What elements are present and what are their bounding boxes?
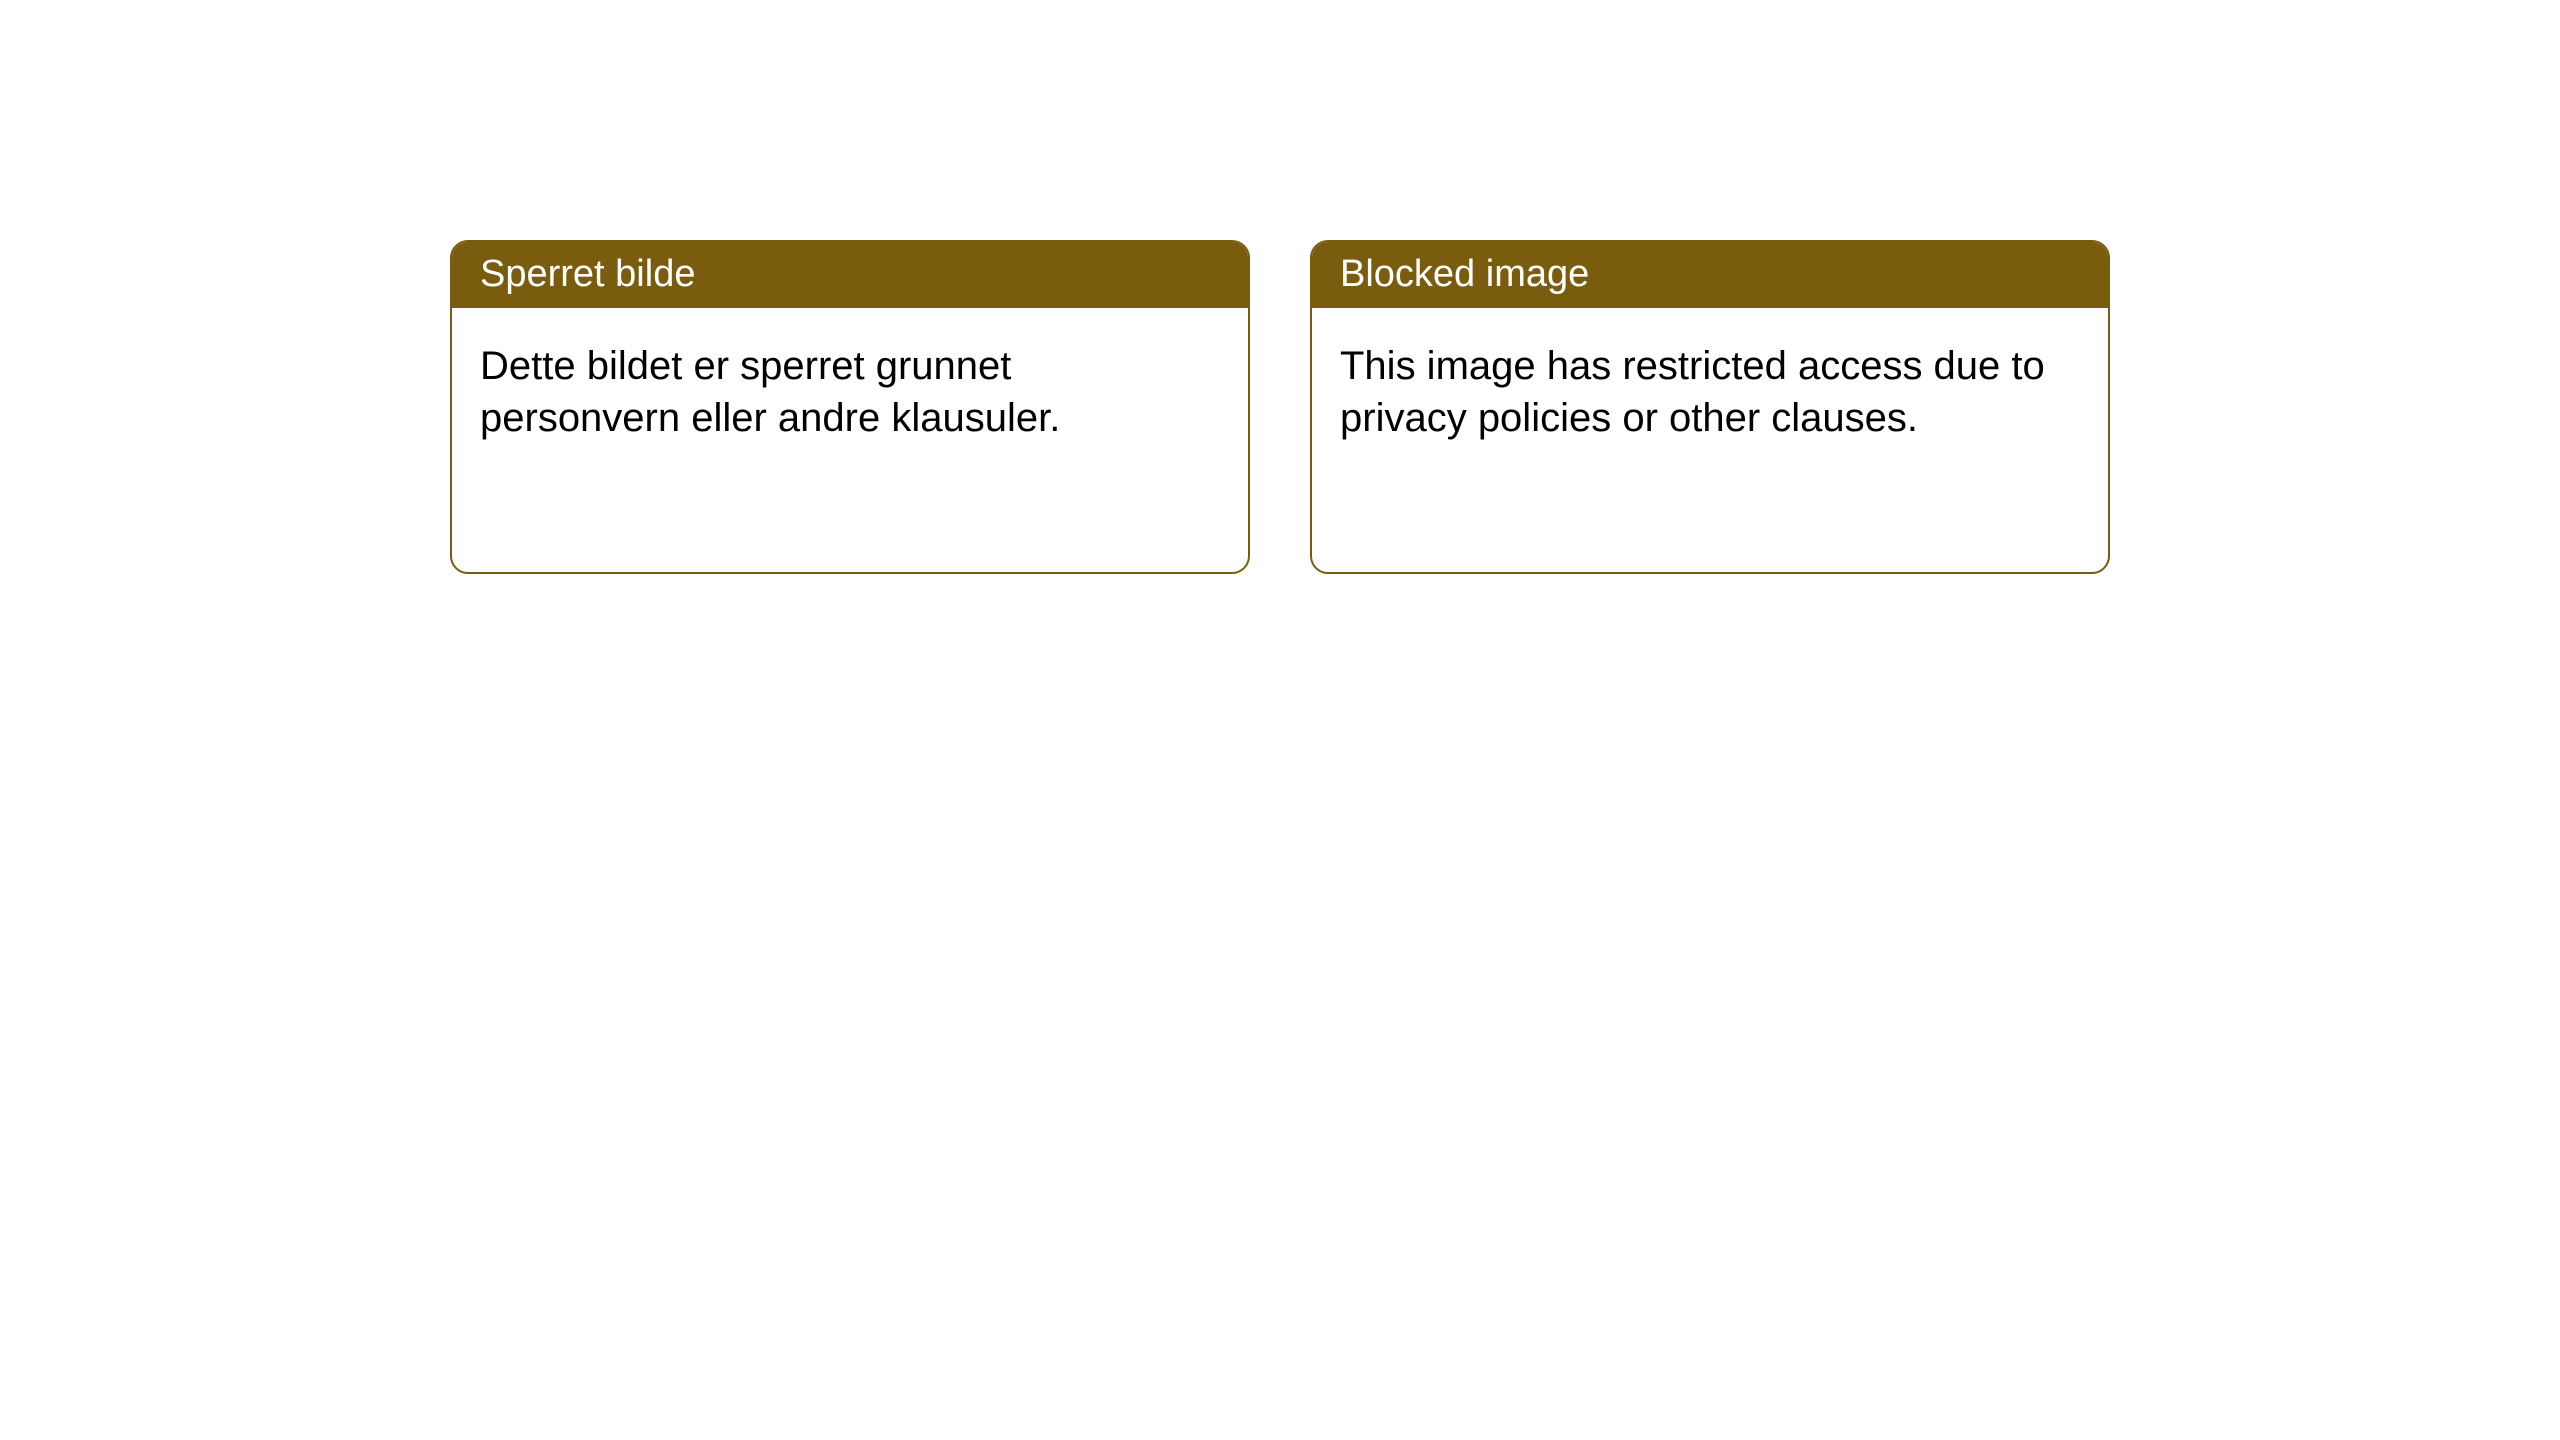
notice-container: Sperret bilde Dette bildet er sperret gr… <box>0 0 2560 574</box>
notice-body: Dette bildet er sperret grunnet personve… <box>452 308 1248 476</box>
notice-header: Sperret bilde <box>452 242 1248 308</box>
notice-card-norwegian: Sperret bilde Dette bildet er sperret gr… <box>450 240 1250 574</box>
notice-card-english: Blocked image This image has restricted … <box>1310 240 2110 574</box>
notice-header: Blocked image <box>1312 242 2108 308</box>
notice-body: This image has restricted access due to … <box>1312 308 2108 476</box>
